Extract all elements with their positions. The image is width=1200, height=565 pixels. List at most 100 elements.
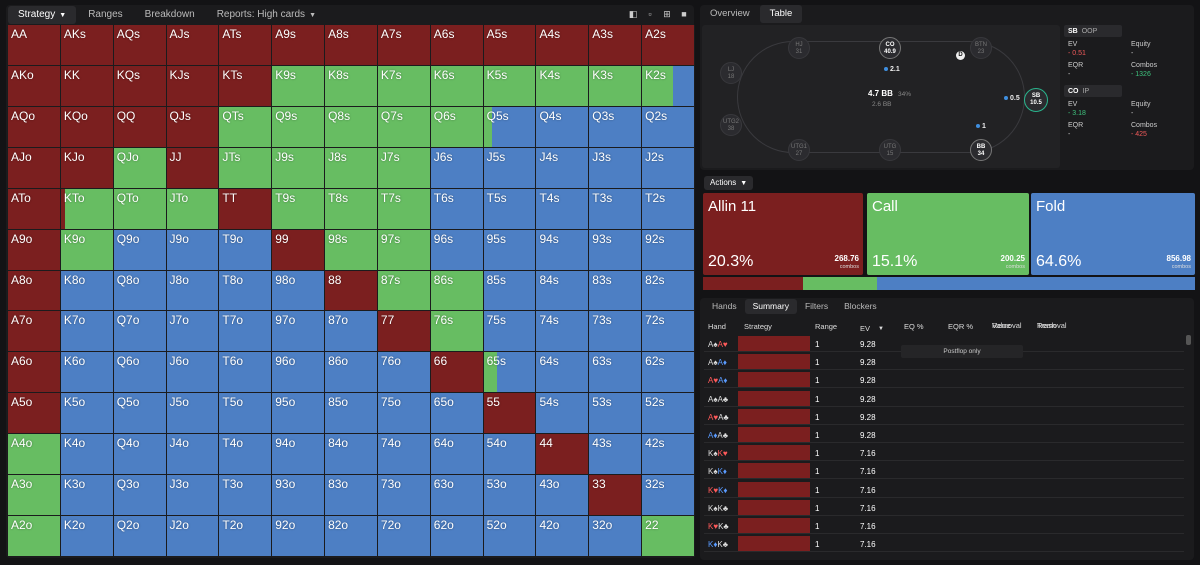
table-row[interactable]: K♠K♥ 1 7.16 (704, 445, 1184, 462)
matrix-cell-99[interactable]: 99 (272, 229, 326, 271)
matrix-cell-62s[interactable]: 62s (642, 352, 695, 394)
matrix-cell-83s[interactable]: 83s (589, 270, 643, 312)
matrix-cell-43o[interactable]: 43o (536, 475, 590, 517)
matrix-cell-94s[interactable]: 94s (536, 229, 590, 271)
matrix-cell-53s[interactable]: 53s (589, 393, 643, 435)
seat-btn[interactable]: BTN 23 (970, 37, 992, 59)
matrix-cell-97s[interactable]: 97s (377, 229, 431, 271)
matrix-cell-63o[interactable]: 63o (430, 475, 484, 517)
matrix-cell-KQo[interactable]: KQo (60, 106, 114, 148)
matrix-cell-72o[interactable]: 72o (377, 516, 431, 557)
matrix-cell-Q6o[interactable]: Q6o (113, 352, 167, 394)
matrix-cell-T3o[interactable]: T3o (219, 475, 273, 517)
matrix-cell-Q2o[interactable]: Q2o (113, 516, 167, 557)
matrix-cell-A7o[interactable]: A7o (8, 311, 61, 353)
matrix-cell-K7s[interactable]: K7s (377, 65, 431, 107)
matrix-cell-96s[interactable]: 96s (430, 229, 484, 271)
matrix-cell-52s[interactable]: 52s (642, 393, 695, 435)
table-row[interactable]: A♠A♣ 1 9.28 (704, 390, 1184, 407)
matrix-cell-AQo[interactable]: AQo (8, 106, 61, 148)
matrix-cell-A6s[interactable]: A6s (430, 25, 484, 66)
matrix-cell-JJ[interactable]: JJ (166, 147, 220, 189)
matrix-cell-KTo[interactable]: KTo (60, 188, 114, 230)
matrix-cell-55[interactable]: 55 (483, 393, 537, 435)
matrix-cell-ATo[interactable]: ATo (8, 188, 61, 230)
matrix-cell-A8s[interactable]: A8s (325, 25, 378, 66)
matrix-cell-A5o[interactable]: A5o (8, 393, 61, 435)
tab-reports[interactable]: Reports: High cards ▼ (207, 6, 326, 24)
matrix-cell-44[interactable]: 44 (536, 434, 590, 476)
tab-hands[interactable]: Hands (712, 301, 737, 311)
matrix-cell-43s[interactable]: 43s (589, 434, 643, 476)
matrix-cell-AJs[interactable]: AJs (166, 25, 220, 66)
matrix-cell-K5o[interactable]: K5o (60, 393, 114, 435)
matrix-cell-75s[interactable]: 75s (483, 311, 537, 353)
matrix-cell-T3s[interactable]: T3s (589, 188, 643, 230)
matrix-cell-A9o[interactable]: A9o (8, 229, 61, 271)
matrix-cell-64s[interactable]: 64s (536, 352, 590, 394)
matrix-cell-K2s[interactable]: K2s (642, 65, 695, 107)
action-allin[interactable]: Allin 11 20.3% 268.76 combos (703, 193, 863, 275)
matrix-cell-K5s[interactable]: K5s (483, 65, 537, 107)
col-hand[interactable]: Hand (708, 322, 726, 331)
matrix-cell-Q8s[interactable]: Q8s (325, 106, 378, 148)
matrix-cell-93o[interactable]: 93o (272, 475, 326, 517)
grid-icon[interactable]: ⊞ (663, 9, 671, 19)
matrix-cell-K6o[interactable]: K6o (60, 352, 114, 394)
matrix-cell-87o[interactable]: 87o (325, 311, 378, 353)
matrix-cell-98o[interactable]: 98o (272, 270, 326, 312)
contrast-icon[interactable]: ◧ (628, 9, 638, 19)
matrix-cell-AJo[interactable]: AJo (8, 147, 61, 189)
matrix-cell-66[interactable]: 66 (430, 352, 484, 394)
matrix-cell-72s[interactable]: 72s (642, 311, 695, 353)
table-row[interactable]: A♦A♣ 1 9.28 (704, 427, 1184, 443)
matrix-cell-Q6s[interactable]: Q6s (430, 106, 484, 148)
matrix-cell-T9s[interactable]: T9s (272, 188, 326, 230)
matrix-cell-A3s[interactable]: A3s (589, 25, 643, 66)
matrix-cell-K4s[interactable]: K4s (536, 65, 590, 107)
matrix-cell-AA[interactable]: AA (8, 25, 61, 66)
table-row[interactable]: A♠A♦ 1 9.28 (704, 354, 1184, 371)
matrix-cell-K9o[interactable]: K9o (60, 229, 114, 271)
matrix-cell-Q5s[interactable]: Q5s (483, 106, 537, 148)
matrix-cell-AKo[interactable]: AKo (8, 65, 61, 107)
table-row[interactable]: K♠K♣ 1 7.16 (704, 499, 1184, 516)
seat-utg1[interactable]: UTG1 27 (788, 139, 810, 161)
matrix-cell-J4s[interactable]: J4s (536, 147, 590, 189)
matrix-cell-98s[interactable]: 98s (325, 229, 378, 271)
matrix-cell-J2s[interactable]: J2s (642, 147, 695, 189)
matrix-cell-63s[interactable]: 63s (589, 352, 643, 394)
matrix-cell-88[interactable]: 88 (325, 270, 378, 312)
table-row[interactable]: A♥A♦ 1 9.28 (704, 372, 1184, 389)
matrix-cell-A8o[interactable]: A8o (8, 270, 61, 312)
matrix-cell-J3o[interactable]: J3o (166, 475, 220, 517)
matrix-cell-32s[interactable]: 32s (642, 475, 695, 517)
matrix-cell-Q5o[interactable]: Q5o (113, 393, 167, 435)
matrix-cell-Q4o[interactable]: Q4o (113, 434, 167, 476)
seat-bb[interactable]: BB 34 (970, 139, 992, 161)
matrix-cell-T6o[interactable]: T6o (219, 352, 273, 394)
matrix-cell-KQs[interactable]: KQs (113, 65, 167, 107)
matrix-cell-85s[interactable]: 85s (483, 270, 537, 312)
matrix-cell-Q3o[interactable]: Q3o (113, 475, 167, 517)
matrix-cell-65s[interactable]: 65s (483, 352, 537, 394)
matrix-cell-J9o[interactable]: J9o (166, 229, 220, 271)
matrix-cell-KK[interactable]: KK (60, 65, 114, 107)
matrix-cell-KJo[interactable]: KJo (60, 147, 114, 189)
matrix-cell-82s[interactable]: 82s (642, 270, 695, 312)
action-call[interactable]: Call 15.1% 200.25 combos (867, 193, 1029, 275)
matrix-cell-74o[interactable]: 74o (377, 434, 431, 476)
matrix-cell-KJs[interactable]: KJs (166, 65, 220, 107)
matrix-cell-J2o[interactable]: J2o (166, 516, 220, 557)
tab-filters[interactable]: Filters (804, 301, 829, 311)
matrix-cell-J4o[interactable]: J4o (166, 434, 220, 476)
matrix-cell-QQ[interactable]: QQ (113, 106, 167, 148)
matrix-cell-87s[interactable]: 87s (377, 270, 431, 312)
matrix-cell-J7s[interactable]: J7s (377, 147, 431, 189)
seat-co[interactable]: CO 40.9 (879, 37, 901, 59)
tab-ranges[interactable]: Ranges (78, 6, 132, 24)
matrix-cell-32o[interactable]: 32o (589, 516, 643, 557)
matrix-cell-T4o[interactable]: T4o (219, 434, 273, 476)
matrix-cell-JTs[interactable]: JTs (219, 147, 273, 189)
seat-sb[interactable]: SB 10.5 (1024, 88, 1048, 112)
